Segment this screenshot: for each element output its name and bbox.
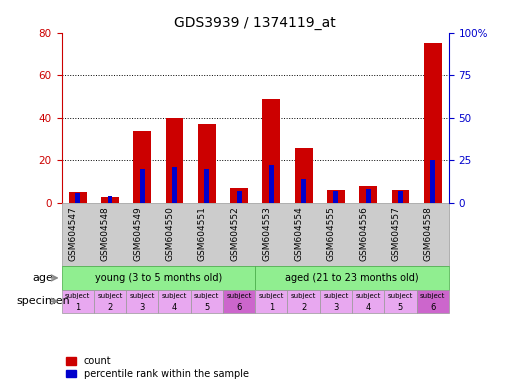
Bar bbox=[140, 169, 145, 203]
Text: GSM604556: GSM604556 bbox=[359, 206, 368, 261]
Bar bbox=[166, 118, 184, 203]
Bar bbox=[424, 43, 442, 203]
Text: subject: subject bbox=[162, 293, 187, 299]
Text: GSM604552: GSM604552 bbox=[230, 206, 239, 261]
Text: subject: subject bbox=[356, 293, 381, 299]
Text: 6: 6 bbox=[430, 303, 436, 312]
Bar bbox=[62, 290, 94, 313]
Bar bbox=[191, 290, 223, 313]
Text: 3: 3 bbox=[333, 303, 339, 312]
Text: aged (21 to 23 months old): aged (21 to 23 months old) bbox=[285, 273, 419, 283]
Bar bbox=[204, 169, 209, 203]
Bar bbox=[384, 290, 417, 313]
Bar bbox=[223, 290, 255, 313]
Text: 5: 5 bbox=[204, 303, 209, 312]
Bar bbox=[255, 266, 449, 290]
Bar bbox=[94, 290, 126, 313]
Text: subject: subject bbox=[420, 293, 445, 299]
Bar bbox=[159, 290, 191, 313]
Bar bbox=[230, 188, 248, 203]
Text: 3: 3 bbox=[140, 303, 145, 312]
Bar bbox=[417, 290, 449, 313]
Bar bbox=[69, 192, 87, 203]
Text: GSM604550: GSM604550 bbox=[166, 206, 174, 261]
Text: 1: 1 bbox=[75, 303, 81, 312]
Text: young (3 to 5 months old): young (3 to 5 months old) bbox=[95, 273, 222, 283]
Text: GSM604553: GSM604553 bbox=[262, 206, 271, 261]
Text: GSM604557: GSM604557 bbox=[391, 206, 401, 261]
Text: 6: 6 bbox=[236, 303, 242, 312]
Text: subject: subject bbox=[97, 293, 123, 299]
Bar bbox=[263, 99, 280, 203]
Text: specimen: specimen bbox=[16, 296, 70, 306]
Bar bbox=[391, 190, 409, 203]
Bar bbox=[198, 124, 215, 203]
Legend: count, percentile rank within the sample: count, percentile rank within the sample bbox=[66, 356, 249, 379]
Text: age: age bbox=[32, 273, 53, 283]
Text: GSM604547: GSM604547 bbox=[69, 206, 77, 261]
Bar bbox=[75, 193, 80, 203]
Bar bbox=[269, 166, 274, 203]
Text: 4: 4 bbox=[172, 303, 177, 312]
Text: GSM604558: GSM604558 bbox=[424, 206, 433, 261]
Bar bbox=[327, 190, 345, 203]
Text: subject: subject bbox=[194, 293, 220, 299]
Bar bbox=[133, 131, 151, 203]
Text: subject: subject bbox=[388, 293, 413, 299]
Text: 4: 4 bbox=[366, 303, 371, 312]
Bar bbox=[398, 191, 403, 203]
Text: GSM604548: GSM604548 bbox=[101, 206, 110, 261]
Bar bbox=[236, 191, 242, 203]
Text: GSM604554: GSM604554 bbox=[294, 206, 304, 261]
Text: subject: subject bbox=[291, 293, 317, 299]
Bar bbox=[101, 197, 119, 203]
Bar bbox=[320, 290, 352, 313]
Title: GDS3939 / 1374119_at: GDS3939 / 1374119_at bbox=[174, 16, 336, 30]
Bar bbox=[359, 186, 377, 203]
Text: 1: 1 bbox=[269, 303, 274, 312]
Text: GSM604549: GSM604549 bbox=[133, 206, 142, 261]
Text: subject: subject bbox=[226, 293, 252, 299]
Bar bbox=[333, 191, 339, 203]
Text: GSM604555: GSM604555 bbox=[327, 206, 336, 261]
Bar bbox=[366, 189, 370, 203]
Text: subject: subject bbox=[65, 293, 90, 299]
Bar bbox=[255, 290, 287, 313]
Bar bbox=[295, 147, 312, 203]
Bar bbox=[287, 290, 320, 313]
Text: subject: subject bbox=[130, 293, 155, 299]
Text: 2: 2 bbox=[107, 303, 112, 312]
Bar bbox=[108, 196, 112, 203]
Bar bbox=[301, 179, 306, 203]
Text: 5: 5 bbox=[398, 303, 403, 312]
Bar bbox=[62, 266, 255, 290]
Text: subject: subject bbox=[323, 293, 349, 299]
Text: GSM604551: GSM604551 bbox=[198, 206, 207, 261]
Bar bbox=[172, 167, 177, 203]
Text: subject: subject bbox=[259, 293, 284, 299]
Bar bbox=[430, 161, 435, 203]
Bar bbox=[126, 290, 159, 313]
Text: 2: 2 bbox=[301, 303, 306, 312]
Bar bbox=[352, 290, 384, 313]
